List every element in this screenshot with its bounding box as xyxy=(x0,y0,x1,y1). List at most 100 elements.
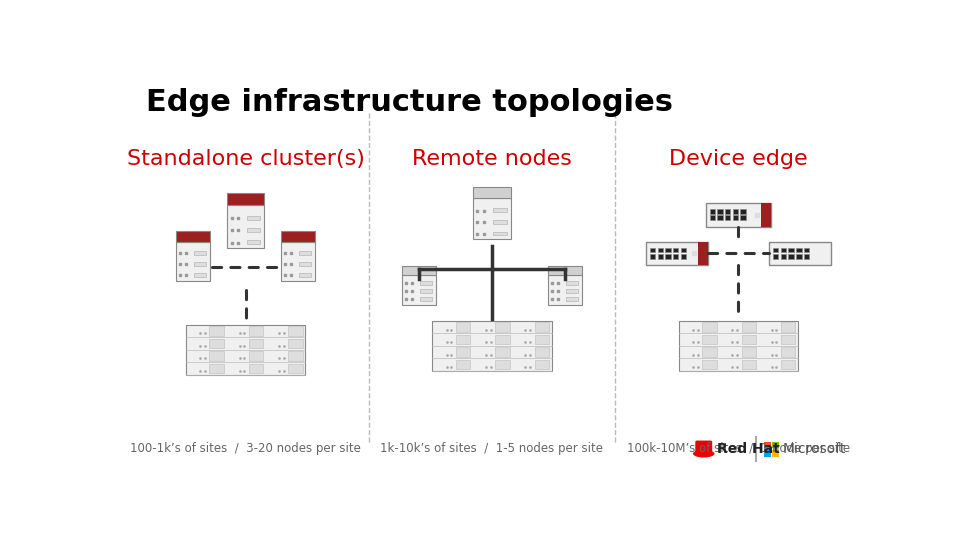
Bar xyxy=(773,248,779,252)
Bar xyxy=(493,208,507,212)
Bar xyxy=(209,364,224,373)
Bar xyxy=(548,275,582,305)
Bar xyxy=(732,215,738,220)
Bar xyxy=(288,326,302,336)
Bar xyxy=(742,322,756,332)
Bar xyxy=(665,248,671,252)
Ellipse shape xyxy=(693,450,714,457)
Text: 100k-10M’s of sites  /  1 node per site: 100k-10M’s of sites / 1 node per site xyxy=(627,442,850,455)
Bar xyxy=(742,360,756,369)
Bar xyxy=(788,248,794,252)
Bar xyxy=(402,266,436,275)
Bar xyxy=(769,242,830,265)
Bar xyxy=(194,251,206,255)
Bar xyxy=(673,248,679,252)
Bar xyxy=(247,240,259,244)
Text: 100-1k’s of sites  /  3-20 nodes per site: 100-1k’s of sites / 3-20 nodes per site xyxy=(131,442,361,455)
Bar xyxy=(780,248,786,252)
Bar xyxy=(186,325,305,375)
Bar xyxy=(566,281,578,285)
Bar xyxy=(548,266,582,275)
Text: Microsoft: Microsoft xyxy=(782,442,846,456)
Bar xyxy=(566,297,578,301)
Bar xyxy=(228,205,264,248)
Bar xyxy=(780,254,786,259)
Bar xyxy=(740,215,746,220)
Bar xyxy=(698,242,708,265)
Bar xyxy=(209,352,224,361)
Bar xyxy=(456,360,470,369)
Text: Device edge: Device edge xyxy=(669,148,807,168)
Bar xyxy=(194,273,206,277)
Bar xyxy=(717,210,723,214)
Bar xyxy=(658,254,663,259)
Bar xyxy=(247,215,259,220)
Bar xyxy=(679,321,798,371)
Bar xyxy=(706,204,771,226)
Bar xyxy=(781,335,796,345)
Bar xyxy=(420,289,432,293)
Bar xyxy=(725,210,731,214)
Bar xyxy=(456,347,470,357)
Bar xyxy=(742,335,756,345)
Bar xyxy=(673,254,679,259)
Bar xyxy=(650,248,656,252)
Bar xyxy=(177,231,210,241)
Bar xyxy=(456,335,470,345)
Bar xyxy=(472,187,512,198)
Bar xyxy=(764,450,771,456)
Bar xyxy=(781,322,796,332)
Bar xyxy=(703,360,716,369)
Bar xyxy=(432,321,552,371)
Bar xyxy=(288,339,302,348)
Bar xyxy=(495,360,510,369)
Bar xyxy=(209,326,224,336)
Bar xyxy=(725,215,731,220)
Bar xyxy=(299,273,311,277)
Bar xyxy=(764,442,771,448)
Bar xyxy=(493,232,507,235)
Bar xyxy=(288,364,302,373)
Bar xyxy=(402,275,436,305)
Bar xyxy=(535,322,549,332)
Bar xyxy=(228,193,264,205)
Bar xyxy=(665,254,671,259)
Bar xyxy=(772,442,779,448)
Bar xyxy=(495,322,510,332)
Bar xyxy=(773,254,779,259)
FancyBboxPatch shape xyxy=(695,441,712,455)
Bar xyxy=(177,241,210,281)
Bar xyxy=(420,297,432,301)
Bar xyxy=(650,254,656,259)
Bar xyxy=(742,347,756,357)
Bar xyxy=(740,210,746,214)
Bar xyxy=(566,289,578,293)
Bar xyxy=(209,339,224,348)
Bar xyxy=(681,248,686,252)
Bar xyxy=(796,248,802,252)
Bar xyxy=(717,215,723,220)
Bar xyxy=(658,248,663,252)
Text: Standalone cluster(s): Standalone cluster(s) xyxy=(127,148,365,168)
Bar xyxy=(456,322,470,332)
Bar xyxy=(703,335,716,345)
Text: Edge infrastructure topologies: Edge infrastructure topologies xyxy=(146,88,673,117)
Bar xyxy=(703,347,716,357)
Bar xyxy=(761,204,771,226)
Bar xyxy=(703,322,716,332)
Bar xyxy=(420,281,432,285)
Text: Red Hat: Red Hat xyxy=(717,442,780,456)
Bar xyxy=(781,347,796,357)
Bar xyxy=(249,352,263,361)
Bar xyxy=(194,262,206,266)
Bar xyxy=(281,241,315,281)
Bar xyxy=(249,326,263,336)
Bar xyxy=(495,347,510,357)
Bar xyxy=(535,335,549,345)
Bar xyxy=(804,254,809,259)
Text: Remote nodes: Remote nodes xyxy=(412,148,572,168)
Bar xyxy=(781,360,796,369)
Bar xyxy=(493,220,507,224)
Bar xyxy=(709,215,715,220)
Bar xyxy=(472,198,512,239)
